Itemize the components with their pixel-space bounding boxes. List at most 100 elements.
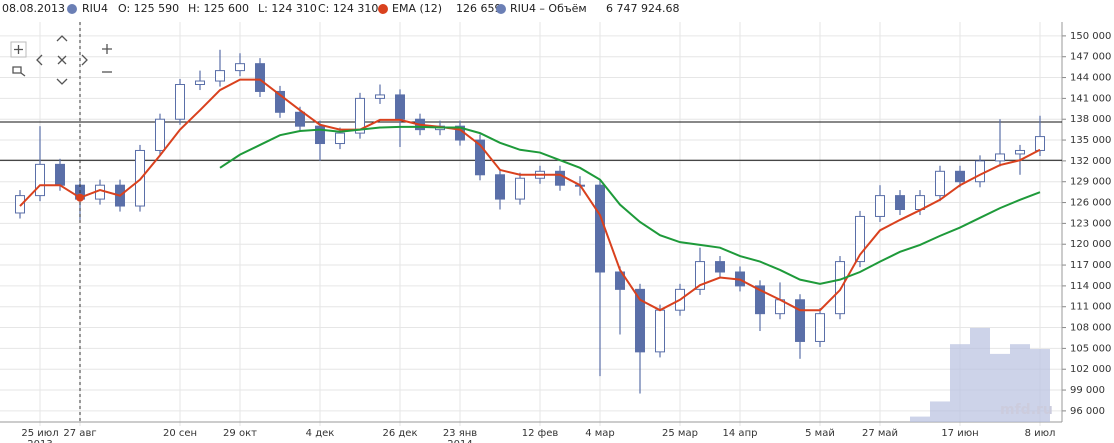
legend-dot [67, 4, 77, 14]
header: 08.08.2013 RIU4 O: 125 590 H: 125 600 L:… [2, 2, 679, 15]
candle-body [1035, 136, 1045, 151]
y-tick-label: 117 000 [1070, 260, 1111, 271]
candle-body [995, 153, 1005, 162]
candle-body [295, 111, 305, 127]
candle-body [935, 170, 945, 197]
indicator-line [219, 125, 1041, 285]
x-tick-label: 29 окт [223, 428, 257, 439]
legend-dot [378, 4, 388, 14]
y-tick-label: 144 000 [1070, 73, 1111, 84]
x-tick-label: 4 мар [585, 428, 615, 439]
candle-body [875, 195, 885, 217]
x-year-label: 2013 [27, 439, 52, 443]
y-tick-label: 147 000 [1070, 52, 1111, 63]
y-tick-label: 114 000 [1070, 281, 1111, 292]
pan-right[interactable] [81, 54, 88, 66]
x-tick-label: 25 мар [662, 428, 698, 439]
candle-body [635, 288, 645, 353]
candle-body [795, 299, 805, 342]
y-tick-label: 135 000 [1070, 135, 1111, 146]
y-tick-label: 138 000 [1070, 114, 1111, 125]
y-tick-label: 141 000 [1070, 93, 1111, 104]
x-tick-label: 26 дек [382, 428, 417, 439]
candle-body [855, 215, 865, 263]
plot: 96 000 99 000 102 000 105 000 108 000 111 000… [0, 22, 1111, 443]
y-tick-label: 111 000 [1070, 302, 1111, 313]
y-tick-label: 120 000 [1070, 239, 1111, 250]
y-tick-label: 105 000 [1070, 343, 1111, 354]
x-tick-label: 27 май [862, 428, 898, 439]
x-year-label: 2014 [447, 439, 472, 443]
candle-body [915, 195, 925, 211]
volume-bar [970, 327, 990, 422]
candle-body [235, 63, 245, 72]
candle-body [395, 94, 405, 120]
x-tick-label: 4 дек [306, 428, 335, 439]
date: 08.08.2013 [2, 2, 65, 15]
y-tick-label: 132 000 [1070, 156, 1111, 167]
volume-name: RIU4 – Объём [510, 2, 587, 15]
volume-bar [1030, 349, 1050, 422]
y-tick-label: 123 000 [1070, 218, 1111, 229]
low: L: 124 310 [258, 2, 317, 15]
volume-bar [990, 353, 1010, 422]
pan-down[interactable] [56, 78, 68, 85]
watermark: mfd.ru [1000, 402, 1053, 418]
candle-body [955, 170, 965, 183]
candle-body [595, 184, 605, 273]
candle-body [255, 63, 265, 92]
candle-body [215, 70, 225, 82]
ema-name: EMA (12) [392, 2, 442, 15]
candle-body [815, 313, 825, 342]
candle-body [615, 271, 625, 290]
open: O: 125 590 [118, 2, 179, 15]
crosshair-dot [76, 193, 84, 202]
x-tick-label: 17 июн [941, 428, 978, 439]
candle-body [335, 132, 345, 145]
x-tick-label: 27 авг [63, 428, 96, 439]
candle-body [55, 163, 65, 186]
candle-body [755, 285, 765, 315]
volume-bar [910, 416, 930, 422]
candle-body [555, 170, 565, 186]
y-tick-label: 102 000 [1070, 364, 1111, 375]
candle-body [35, 163, 45, 197]
pan-tool[interactable] [10, 41, 27, 58]
close: C: 124 310 [318, 2, 378, 15]
x-tick-label: 5 май [805, 428, 835, 439]
candle-body [195, 80, 205, 86]
legend-dot [496, 4, 506, 14]
pan-left[interactable] [36, 54, 43, 66]
pan-up[interactable] [56, 35, 68, 42]
candle-body [495, 174, 505, 200]
toolbar [10, 35, 112, 85]
candle-body [695, 261, 705, 290]
x-tick-label: 25 июл [21, 428, 58, 439]
zoom-in[interactable] [102, 44, 112, 54]
y-tick-label: 150 000 [1070, 31, 1111, 42]
candle-body [155, 118, 165, 151]
candle-body [975, 160, 985, 183]
x-tick-label: 20 сен [163, 428, 197, 439]
volume-bar [950, 344, 970, 422]
candle-body [515, 177, 525, 200]
candle-body [475, 139, 485, 176]
candle-body [1015, 149, 1025, 155]
candle-body [375, 94, 385, 99]
reset[interactable] [57, 55, 67, 65]
ema-value: 126 659 [456, 2, 502, 15]
candle-body [655, 309, 665, 353]
indicator-line [19, 78, 1041, 312]
candle-body [715, 261, 725, 273]
candle-body [355, 97, 365, 134]
symbol: RIU4 [82, 2, 108, 15]
x-tick-label: 12 фев [522, 428, 559, 439]
candle-body [835, 261, 845, 315]
zoom-box-tool[interactable] [12, 66, 26, 77]
candle-body [315, 125, 325, 145]
y-tick-label: 99 000 [1070, 385, 1105, 396]
x-tick-label: 14 апр [723, 428, 758, 439]
candle-body [175, 84, 185, 120]
